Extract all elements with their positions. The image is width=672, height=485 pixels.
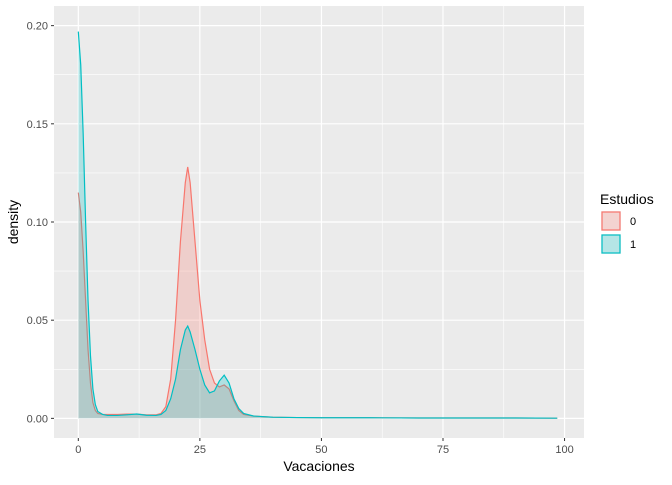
- legend-key-estudios-1: [601, 234, 621, 254]
- legend-key-bg: [601, 211, 621, 231]
- x-tick-label: 25: [194, 444, 206, 456]
- y-tick-label: 0.15: [27, 119, 48, 131]
- y-tick-label: 0.20: [27, 21, 48, 33]
- legend: Estudios 01: [600, 191, 654, 254]
- y-tick-label: 0.05: [27, 315, 48, 327]
- grid-lines: [54, 6, 584, 438]
- legend-key-bg: [601, 234, 621, 254]
- axes: 0 25 50 75 100 0.00 0.05 0.10 0.15 0.20: [27, 21, 574, 456]
- density-line-estudios-1: [77, 31, 558, 419]
- x-tick-label: 100: [555, 444, 573, 456]
- legend-items: 01: [601, 211, 636, 254]
- density-area-estudios-0: [78, 167, 558, 419]
- legend-key-estudios-0: [601, 211, 621, 231]
- y-axis-title: density: [5, 200, 21, 244]
- legend-title: Estudios: [600, 191, 654, 207]
- y-tick-label: 0.00: [27, 413, 48, 425]
- legend-label-estudios-1: 1: [630, 239, 636, 251]
- x-tick-label: 0: [75, 444, 81, 456]
- legend-label-estudios-0: 0: [630, 216, 636, 228]
- x-tick-label: 75: [437, 444, 449, 456]
- x-tick-label: 50: [315, 444, 327, 456]
- series-layer: [77, 31, 558, 419]
- x-axis-title: Vacaciones: [283, 458, 354, 474]
- y-tick-label: 0.10: [27, 217, 48, 229]
